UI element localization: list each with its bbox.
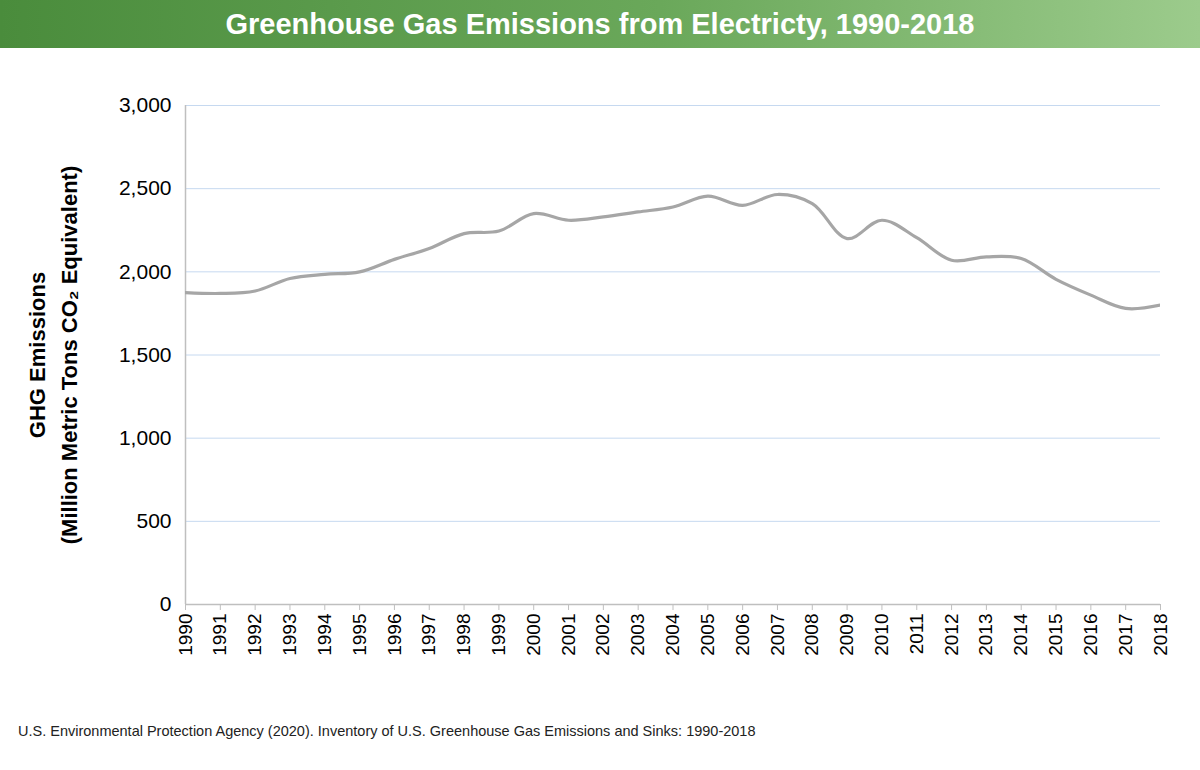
- svg-text:1999: 1999: [488, 614, 509, 656]
- svg-text:1996: 1996: [384, 614, 405, 656]
- svg-text:2005: 2005: [697, 614, 718, 656]
- svg-text:3,000: 3,000: [119, 93, 172, 116]
- svg-text:2,500: 2,500: [119, 176, 172, 199]
- svg-text:1995: 1995: [349, 614, 370, 656]
- svg-text:2,000: 2,000: [119, 260, 172, 283]
- svg-text:2002: 2002: [592, 614, 613, 656]
- svg-text:2006: 2006: [732, 614, 753, 656]
- html-text:U.S. Environmental Protection: U.S. Environmental Protection Agency (20…: [18, 723, 756, 739]
- svg-text:0: 0: [160, 592, 172, 615]
- svg-text:1993: 1993: [279, 614, 300, 656]
- svg-text:2004: 2004: [662, 613, 683, 656]
- svg-text:2016: 2016: [1080, 614, 1101, 656]
- svg-text:1,500: 1,500: [119, 343, 172, 366]
- svg-text:500: 500: [136, 509, 171, 532]
- html-text:(Million Metric Tons CO₂ Equiv: (Million Metric Tons CO₂ Equivalent): [57, 165, 82, 545]
- html-text:GHG Emissions: GHG Emissions: [25, 271, 50, 439]
- svg-text:1994: 1994: [314, 613, 335, 656]
- svg-text:2003: 2003: [627, 614, 648, 656]
- svg-text:2010: 2010: [871, 614, 892, 656]
- svg-text:2011: 2011: [906, 614, 927, 655]
- svg-text:1998: 1998: [453, 614, 474, 656]
- svg-text:1,000: 1,000: [119, 426, 172, 449]
- svg-text:2000: 2000: [523, 614, 544, 656]
- svg-text:2007: 2007: [767, 614, 788, 656]
- svg-text:2015: 2015: [1045, 614, 1066, 656]
- svg-text:1990: 1990: [175, 614, 196, 656]
- svg-text:2018: 2018: [1150, 614, 1171, 656]
- svg-text:2001: 2001: [558, 614, 579, 656]
- svg-text:1991: 1991: [209, 614, 230, 656]
- html-text:Greenhouse Gas Emissions from: Greenhouse Gas Emissions from Electricty…: [225, 8, 975, 40]
- svg-text:2008: 2008: [801, 614, 822, 656]
- svg-text:2014: 2014: [1010, 613, 1031, 656]
- svg-text:2009: 2009: [836, 614, 857, 656]
- svg-text:2017: 2017: [1115, 614, 1136, 656]
- svg-text:1997: 1997: [418, 614, 439, 656]
- svg-text:2012: 2012: [941, 614, 962, 656]
- svg-text:1992: 1992: [244, 614, 265, 656]
- svg-text:2013: 2013: [975, 614, 996, 656]
